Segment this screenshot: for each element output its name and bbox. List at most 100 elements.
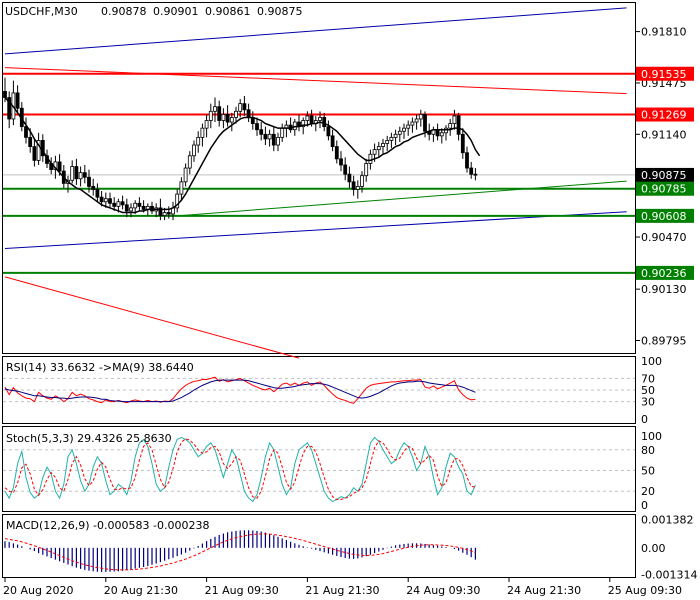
macd-tick-label: -0.001314 — [641, 569, 697, 582]
candle-body — [410, 121, 415, 126]
candle-body — [82, 172, 87, 178]
candle-body — [234, 110, 238, 118]
candle-body — [372, 149, 377, 155]
ohlc-readout: 0.90878 0.90901 0.90861 0.90875 — [101, 5, 303, 18]
rsi-tick-label: 70 — [641, 372, 655, 385]
candle-body — [36, 140, 41, 161]
candle-body — [343, 164, 348, 175]
candle-body — [175, 193, 180, 209]
candle-body — [456, 115, 461, 135]
price-tag-label: 0.90608 — [641, 210, 687, 223]
candle-body — [351, 181, 356, 190]
x-tick-label: 20 Aug 21:30 — [104, 584, 178, 597]
trendline — [4, 7, 627, 55]
main-pane — [2, 2, 636, 354]
candle-body — [208, 110, 213, 121]
candle-body — [364, 163, 369, 177]
moving-average — [4, 97, 481, 214]
candle-body — [200, 127, 205, 138]
trendline — [4, 67, 627, 95]
candle-body — [15, 92, 20, 109]
price-tag — [636, 66, 694, 81]
x-tick-label: 20 Aug 2020 — [3, 584, 73, 597]
candle-body — [267, 133, 272, 140]
candle-body — [469, 167, 474, 175]
price-tag — [636, 181, 694, 196]
candle-body — [238, 103, 243, 112]
candle-body — [414, 118, 419, 123]
macd-pane — [2, 514, 636, 578]
candle-body — [473, 173, 478, 176]
candle-body — [32, 146, 37, 161]
candle-body — [166, 212, 171, 215]
trendline — [4, 211, 627, 250]
candle-body — [360, 175, 364, 187]
candle-body — [355, 186, 360, 190]
stoch-d-line — [4, 438, 476, 500]
price-tag — [636, 107, 694, 122]
rsi-tick-label: 100 — [641, 355, 662, 368]
macd-signal-line — [4, 533, 476, 571]
candle-body — [322, 117, 327, 128]
ohlc-low: 0.90861 — [205, 5, 251, 18]
rsi-ma-line — [4, 379, 476, 403]
trendline — [177, 180, 627, 217]
candle-body — [259, 129, 264, 135]
y-tick-label: 0.91140 — [641, 128, 687, 141]
macd-tick-label: 0.00 — [641, 542, 666, 555]
stoch-tick-label: 0 — [641, 499, 648, 512]
price-tag — [636, 208, 694, 223]
candle-body — [225, 113, 230, 123]
candle-body — [196, 136, 201, 146]
candle-body — [116, 201, 121, 207]
candle-body — [204, 120, 209, 129]
candle-body — [347, 173, 352, 183]
y-tick-label: 0.91810 — [641, 26, 687, 39]
rsi-tick-label: 50 — [641, 384, 655, 397]
stoch-k-line — [4, 436, 476, 503]
x-tick-label: 21 Aug 09:30 — [205, 584, 279, 597]
price-tag-label: 0.91269 — [641, 109, 687, 122]
candle-body — [3, 90, 7, 98]
candle-body — [246, 109, 251, 118]
rsi-tick-label: 0 — [641, 413, 648, 426]
candle-body — [465, 152, 469, 169]
candle-body — [280, 127, 285, 138]
x-tick-label: 25 Aug 09:30 — [608, 584, 682, 597]
candle-body — [423, 113, 427, 132]
candle-body — [229, 117, 234, 123]
candle-body — [381, 143, 385, 147]
candle-body — [276, 136, 280, 146]
candle-body — [318, 117, 322, 121]
macd-indicator: 0.001382 0.00 -0.001314 — [4, 514, 697, 582]
candle-body — [141, 205, 146, 210]
candle-body — [95, 189, 100, 198]
trendline — [4, 276, 300, 359]
rsi-line — [4, 376, 476, 404]
candle-body — [28, 136, 33, 147]
candle-body — [402, 127, 406, 132]
ohlc-close: 0.90875 — [257, 5, 303, 18]
price-tag-label: 0.90236 — [641, 267, 687, 280]
price-axis: 0.918100.914750.911400.908050.904700.901… — [636, 26, 694, 348]
candle-body — [24, 126, 28, 138]
candle-body — [406, 124, 411, 129]
candle-body — [309, 115, 314, 124]
candle-body — [435, 129, 440, 137]
candle-body — [74, 166, 79, 180]
price-tag — [636, 265, 694, 280]
stoch-tick-label: 100 — [641, 430, 662, 443]
candle-body — [292, 121, 297, 131]
rsi-title: RSI(14) 33.6632 ->MA(9) 38.6440 — [6, 361, 194, 374]
price-tag-label: 0.90785 — [641, 183, 687, 196]
candle-body — [448, 123, 453, 129]
ma-line — [4, 97, 481, 214]
candle-body — [368, 153, 373, 164]
candle-body — [242, 103, 247, 111]
candle-body — [91, 186, 96, 190]
candle-body — [339, 158, 343, 166]
y-tick-label: 0.90470 — [641, 231, 687, 244]
candle-body — [192, 144, 196, 157]
